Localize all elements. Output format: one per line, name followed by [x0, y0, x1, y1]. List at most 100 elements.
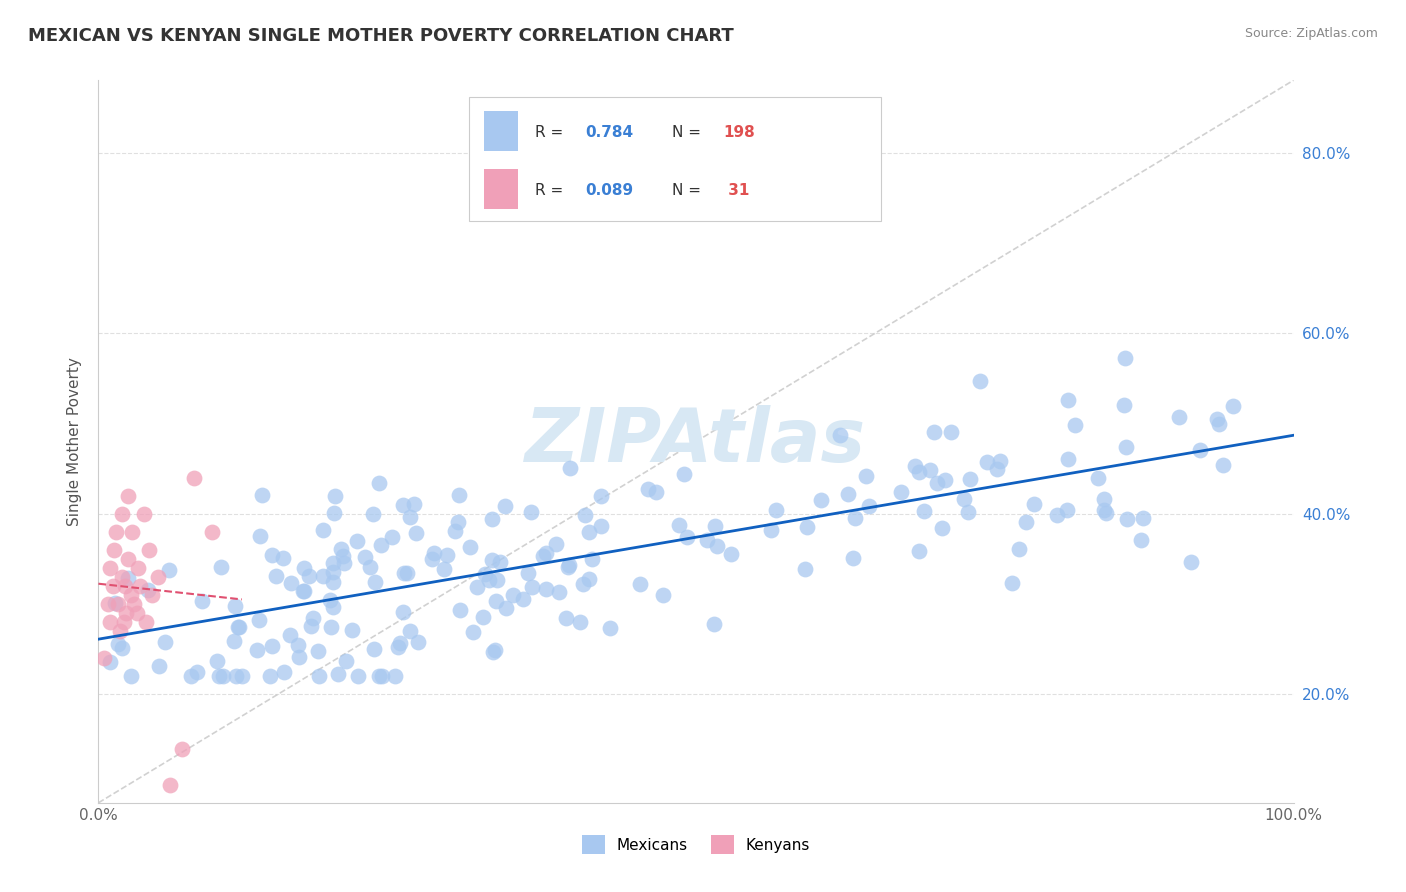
Point: [858, 499, 880, 513]
Point: [138, 542, 160, 557]
Point: [368, 669, 391, 683]
Point: [186, 665, 208, 679]
Point: [589, 490, 612, 504]
Point: [298, 568, 321, 582]
Text: N =: N =: [672, 125, 706, 140]
Point: [208, 669, 231, 683]
Point: [121, 524, 143, 539]
Point: [111, 507, 134, 521]
Point: [205, 654, 228, 668]
Point: [273, 550, 295, 565]
Point: [117, 571, 139, 585]
Point: [534, 582, 557, 596]
Point: [939, 425, 962, 440]
Point: [111, 570, 134, 584]
Point: [676, 530, 699, 544]
Point: [844, 511, 866, 525]
Point: [1022, 497, 1045, 511]
Point: [855, 469, 877, 483]
FancyBboxPatch shape: [485, 112, 517, 151]
Point: [1001, 576, 1024, 591]
Point: [405, 526, 427, 541]
Point: [458, 540, 481, 554]
Point: [299, 619, 322, 633]
Point: [953, 491, 976, 506]
Point: [485, 573, 508, 587]
Point: [908, 544, 931, 558]
Point: [292, 584, 315, 599]
Point: [224, 633, 246, 648]
Point: [1056, 503, 1078, 517]
Text: R =: R =: [534, 125, 568, 140]
Point: [673, 467, 696, 481]
Point: [292, 560, 315, 574]
Point: [558, 558, 581, 573]
Point: [581, 552, 603, 566]
Point: [278, 627, 301, 641]
Point: [312, 523, 335, 537]
Point: [364, 575, 387, 590]
Point: [703, 616, 725, 631]
Point: [828, 427, 851, 442]
Point: [392, 498, 415, 512]
Point: [912, 504, 935, 518]
Point: [461, 625, 484, 640]
Point: [129, 579, 152, 593]
Point: [1180, 556, 1202, 570]
Point: [135, 615, 157, 630]
Point: [1057, 392, 1080, 407]
Point: [104, 597, 127, 611]
Point: [1130, 533, 1153, 547]
Point: [396, 566, 419, 580]
Point: [1114, 351, 1136, 365]
Point: [969, 374, 991, 388]
Point: [332, 549, 354, 563]
Point: [444, 524, 467, 538]
Point: [531, 549, 554, 563]
Point: [1092, 502, 1115, 516]
Point: [323, 489, 346, 503]
Point: [599, 621, 621, 635]
Text: 198: 198: [724, 125, 755, 140]
Point: [141, 588, 163, 602]
Point: [392, 566, 415, 581]
Point: [157, 563, 180, 577]
Point: [481, 512, 503, 526]
Point: [1008, 541, 1031, 556]
Point: [489, 556, 512, 570]
Point: [1116, 512, 1139, 526]
Point: [481, 553, 503, 567]
Point: [1114, 398, 1136, 412]
Point: [1095, 506, 1118, 520]
Point: [569, 615, 592, 630]
Point: [433, 562, 456, 576]
Point: [112, 615, 135, 630]
Point: [572, 576, 595, 591]
Point: [959, 472, 981, 486]
Point: [924, 425, 946, 439]
Point: [761, 523, 783, 537]
Point: [98, 655, 122, 669]
Point: [172, 741, 194, 756]
Point: [183, 471, 205, 485]
Point: [1087, 471, 1109, 485]
Point: [399, 624, 422, 639]
Text: 0.784: 0.784: [585, 125, 633, 140]
Point: [125, 606, 148, 620]
Point: [516, 566, 538, 581]
FancyBboxPatch shape: [470, 97, 882, 221]
Point: [266, 569, 288, 583]
Point: [837, 486, 859, 500]
Point: [402, 497, 425, 511]
Point: [330, 542, 353, 557]
Point: [117, 489, 139, 503]
Point: [765, 503, 787, 517]
Point: [1212, 458, 1234, 473]
Point: [1132, 511, 1154, 525]
Point: [520, 580, 543, 594]
Point: [720, 547, 742, 561]
Point: [904, 458, 927, 473]
Point: [1205, 412, 1227, 426]
Text: N =: N =: [672, 183, 706, 198]
Point: [333, 556, 356, 570]
